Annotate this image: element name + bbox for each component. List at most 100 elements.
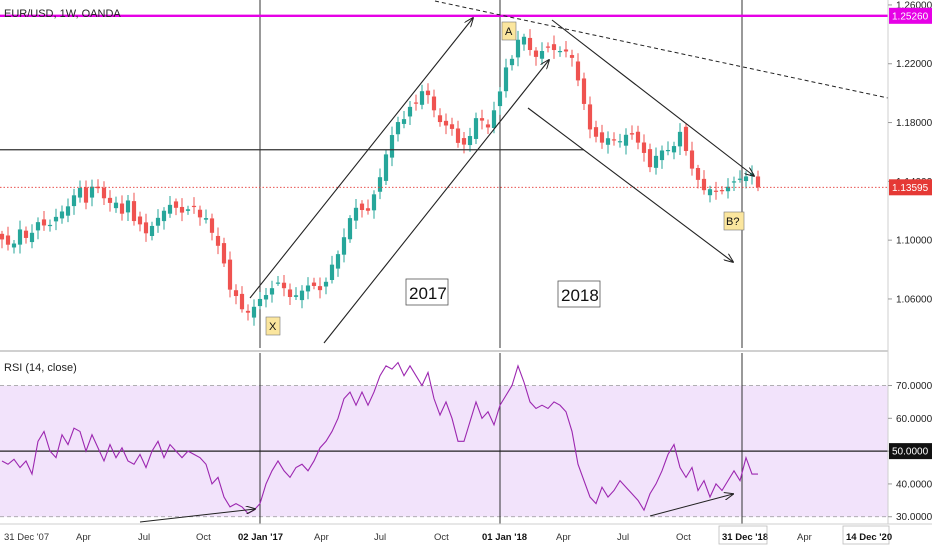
candle-down[interactable] [209, 218, 215, 233]
candle-down[interactable] [689, 150, 695, 169]
candle-down[interactable] [575, 61, 581, 81]
candle-up[interactable] [53, 216, 59, 222]
candle-down[interactable] [131, 201, 137, 222]
candle-down[interactable] [425, 90, 431, 96]
candle-up[interactable] [335, 254, 341, 269]
candle-down[interactable] [599, 132, 605, 143]
uptrend-arrow-lower[interactable] [323, 60, 549, 344]
candle-down[interactable] [611, 139, 617, 141]
candle-up[interactable] [743, 176, 749, 182]
candle-up[interactable] [383, 154, 389, 181]
candle-down[interactable] [431, 96, 437, 111]
candle-down[interactable] [287, 289, 293, 297]
candle-down[interactable] [695, 167, 701, 180]
time-axis-panel[interactable] [0, 524, 932, 550]
candle-up[interactable] [71, 195, 77, 207]
candle-down[interactable] [569, 55, 575, 58]
candle-down[interactable] [629, 133, 635, 135]
candle-up[interactable] [125, 200, 131, 213]
candle-up[interactable] [377, 177, 383, 192]
candle-down[interactable] [233, 290, 239, 297]
candle-down[interactable] [449, 124, 455, 129]
candle-down[interactable] [533, 50, 539, 57]
candle-down[interactable] [227, 259, 233, 290]
rsi-divergence-arrow-2[interactable] [649, 494, 733, 517]
candle-up[interactable] [341, 237, 347, 255]
candle-down[interactable] [215, 235, 221, 246]
candle-up[interactable] [659, 150, 665, 161]
candle-down[interactable] [443, 120, 449, 126]
candle-down[interactable] [101, 187, 107, 199]
candle-up[interactable] [203, 218, 209, 220]
candle-up[interactable] [491, 110, 497, 129]
candle-down[interactable] [479, 118, 485, 121]
candle-up[interactable] [539, 51, 545, 59]
candle-down[interactable] [647, 149, 653, 168]
candle-down[interactable] [197, 209, 203, 218]
candle-down[interactable] [221, 243, 227, 264]
candle-up[interactable] [161, 210, 167, 222]
candle-up[interactable] [467, 136, 473, 146]
candle-up[interactable] [737, 178, 743, 180]
candle-down[interactable] [365, 208, 371, 211]
candle-up[interactable] [275, 282, 281, 284]
uptrend-arrow-upper[interactable] [249, 18, 473, 299]
long-term-trendline[interactable] [434, 0, 889, 99]
candle-up[interactable] [29, 232, 35, 243]
candle-up[interactable] [371, 194, 377, 211]
candle-up[interactable] [617, 141, 623, 143]
rsi-divergence-arrow-1[interactable] [139, 509, 255, 523]
candle-up[interactable] [623, 134, 629, 146]
candle-up[interactable] [731, 181, 737, 183]
candle-down[interactable] [587, 104, 593, 130]
candle-down[interactable] [317, 286, 323, 291]
candle-up[interactable] [389, 135, 395, 158]
candle-down[interactable] [641, 142, 647, 153]
candle-up[interactable] [323, 281, 329, 287]
candle-up[interactable] [725, 186, 731, 192]
candle-up[interactable] [395, 122, 401, 135]
candle-up[interactable] [155, 217, 161, 226]
candle-up[interactable] [299, 290, 305, 301]
candle-up[interactable] [293, 295, 299, 297]
candle-up[interactable] [113, 202, 119, 209]
candle-down[interactable] [41, 219, 47, 226]
candle-up[interactable] [11, 243, 17, 248]
candle-up[interactable] [251, 306, 257, 318]
candle-down[interactable] [413, 102, 419, 104]
candle-up[interactable] [509, 58, 515, 66]
candle-up[interactable] [707, 189, 713, 196]
candle-down[interactable] [107, 197, 113, 203]
candle-up[interactable] [149, 225, 155, 237]
candle-down[interactable] [527, 37, 533, 51]
candle-up[interactable] [653, 155, 659, 168]
resistance-price-tag[interactable] [889, 7, 932, 24]
candle-up[interactable] [677, 131, 683, 147]
candle-down[interactable] [119, 203, 125, 214]
candle-down[interactable] [239, 293, 245, 310]
candle-down[interactable] [173, 201, 179, 208]
candle-down[interactable] [719, 190, 725, 192]
candle-up[interactable] [65, 206, 71, 216]
candle-up[interactable] [419, 91, 425, 105]
downtrend-arrow-upper[interactable] [551, 19, 754, 176]
candle-up[interactable] [47, 224, 53, 227]
candle-up[interactable] [59, 211, 65, 219]
candle-down[interactable] [191, 205, 197, 208]
candle-down[interactable] [683, 126, 689, 151]
candle-up[interactable] [347, 218, 353, 240]
candle-down[interactable] [179, 206, 185, 213]
candle-down[interactable] [5, 235, 11, 245]
candle-down[interactable] [311, 282, 317, 286]
candle-down[interactable] [137, 216, 143, 225]
candle-down[interactable] [545, 46, 551, 48]
candle-up[interactable] [671, 146, 677, 153]
candle-up[interactable] [185, 209, 191, 211]
candle-down[interactable] [581, 78, 587, 104]
candle-down[interactable] [245, 310, 251, 313]
price-axis-panel[interactable] [888, 0, 932, 550]
candle-up[interactable] [17, 229, 23, 245]
candle-up[interactable] [521, 36, 527, 45]
rsi-line[interactable] [1, 361, 758, 515]
candle-up[interactable] [605, 138, 611, 145]
